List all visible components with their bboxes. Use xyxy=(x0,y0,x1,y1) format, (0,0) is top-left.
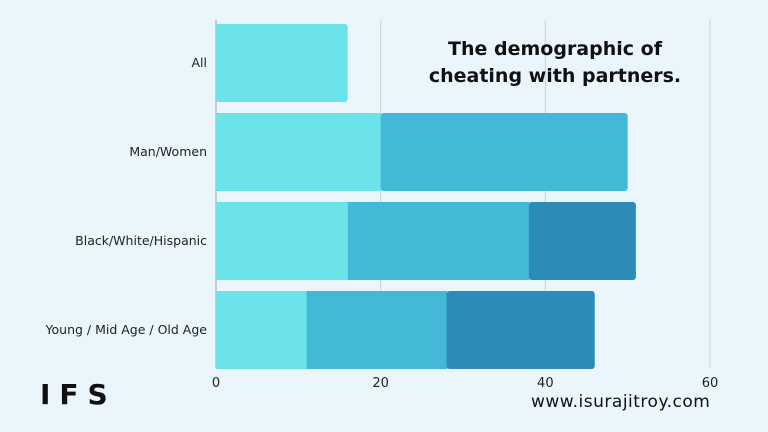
x-tick-label-60: 60 xyxy=(702,376,719,391)
website-url: www.isurajitroy.com xyxy=(531,392,711,412)
bar-2-segment-0 xyxy=(216,202,349,280)
bar-3-segment-2 xyxy=(446,291,595,369)
bar-2-segment-1 xyxy=(347,202,530,280)
brand-logo: IFS xyxy=(40,378,117,411)
bars xyxy=(216,24,636,369)
bar-1-segment-1 xyxy=(380,113,628,191)
bar-2-segment-2 xyxy=(528,202,636,280)
bar-3-segment-1 xyxy=(306,291,448,369)
category-label-3: Young / Mid Age / Old Age xyxy=(45,322,208,337)
bar-3-segment-0 xyxy=(216,291,308,369)
category-label-2: Black/White/Hispanic xyxy=(75,233,207,248)
x-tick-label-0: 0 xyxy=(212,376,220,391)
category-labels: All Man/Women Black/White/Hispanic Young / … xyxy=(45,55,208,337)
bar-1-segment-0 xyxy=(216,113,382,191)
x-tick-label-20: 20 xyxy=(372,376,389,391)
bar-0-segment-0 xyxy=(216,24,348,102)
x-tick-label-40: 40 xyxy=(537,376,554,391)
chart-title: The demographic of cheating with partner… xyxy=(428,38,682,87)
x-tick-labels: 0 20 40 60 xyxy=(212,376,718,391)
category-label-0: All xyxy=(192,55,208,70)
category-label-1: Man/Women xyxy=(129,144,207,159)
